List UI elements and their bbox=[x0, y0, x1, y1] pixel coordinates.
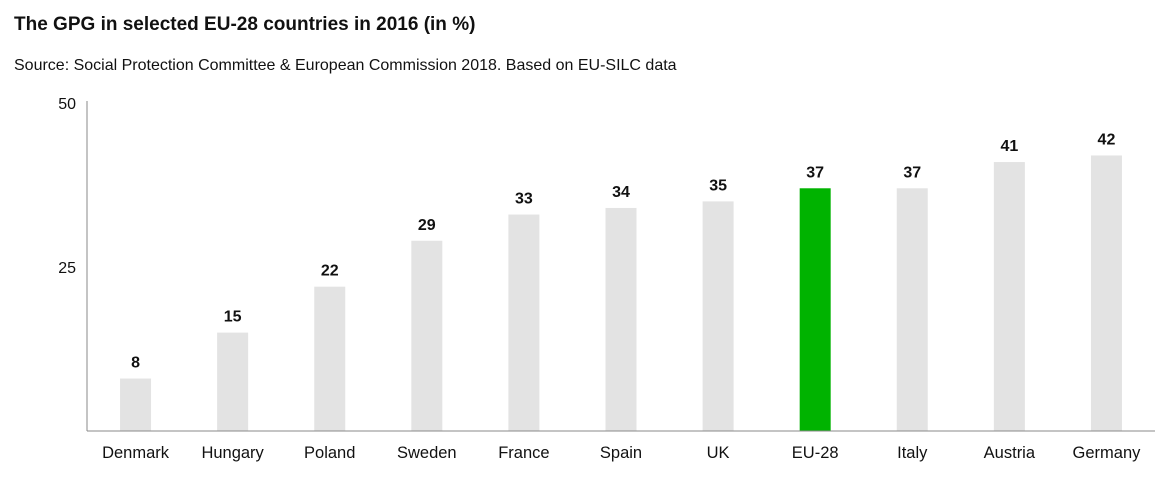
x-tick-label: Sweden bbox=[397, 444, 457, 462]
bar-germany bbox=[1090, 155, 1122, 432]
x-tick-label: Hungary bbox=[201, 444, 264, 462]
bar-austria bbox=[993, 162, 1025, 432]
value-label: 15 bbox=[224, 309, 242, 326]
value-label: 37 bbox=[806, 164, 824, 181]
x-tick-label: Italy bbox=[897, 444, 928, 462]
value-label: 41 bbox=[1000, 138, 1018, 155]
value-label: 42 bbox=[1098, 131, 1116, 148]
x-tick-label: Austria bbox=[984, 444, 1036, 462]
x-tick-label: France bbox=[498, 444, 549, 462]
bars bbox=[120, 155, 1122, 432]
y-tick-label: 25 bbox=[58, 260, 76, 277]
value-label: 34 bbox=[612, 184, 630, 201]
x-tick-label: Spain bbox=[600, 444, 642, 462]
value-label: 33 bbox=[515, 191, 533, 208]
bar-sweden bbox=[411, 240, 443, 431]
y-axis-ticks: 25 50 bbox=[58, 96, 76, 277]
x-tick-label: UK bbox=[707, 444, 730, 462]
bar-italy bbox=[896, 188, 928, 431]
x-tick-label: Germany bbox=[1073, 444, 1142, 462]
value-label: 37 bbox=[903, 164, 921, 181]
x-tick-label: Denmark bbox=[102, 444, 170, 462]
bar-uk bbox=[702, 201, 734, 431]
value-label: 35 bbox=[709, 177, 727, 194]
x-tick-label: Poland bbox=[304, 444, 355, 462]
bar-poland bbox=[314, 286, 346, 431]
y-tick-label: 50 bbox=[58, 96, 76, 113]
bar-denmark bbox=[120, 378, 152, 431]
bar-france bbox=[508, 214, 540, 431]
value-label: 29 bbox=[418, 217, 436, 234]
x-axis-labels: Denmark Hungary Poland Sweden France Spain UK E… bbox=[102, 444, 1141, 462]
value-labels: 8 15 22 29 33 34 35 37 37 41 42 bbox=[131, 131, 1115, 371]
chart-source-note: Source: Social Protection Committee & Eu… bbox=[14, 57, 677, 74]
bar-hungary bbox=[217, 332, 249, 431]
bar-spain bbox=[605, 207, 637, 431]
x-tick-label: EU-28 bbox=[792, 444, 839, 462]
chart-title: The GPG in selected EU-28 countries in 2… bbox=[14, 14, 476, 35]
bar-eu-28 bbox=[799, 188, 831, 431]
value-label: 22 bbox=[321, 263, 339, 280]
value-label: 8 bbox=[131, 355, 140, 372]
